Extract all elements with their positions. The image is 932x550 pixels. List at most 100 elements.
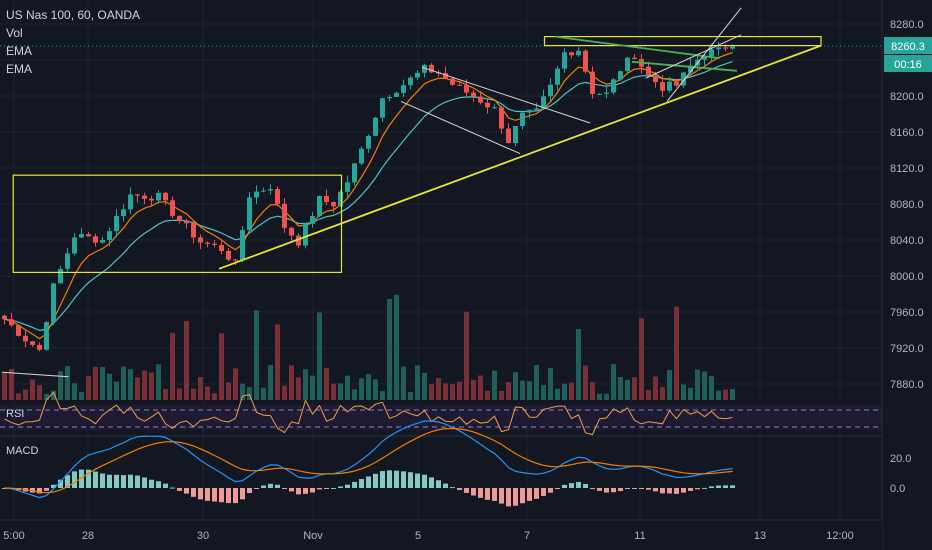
macd-histogram-bar — [212, 488, 217, 502]
candle-body — [51, 283, 56, 323]
macd-histogram-bar — [296, 488, 301, 495]
candle-body — [184, 220, 189, 224]
volume-bar — [226, 382, 231, 400]
macd-histogram-bar — [632, 487, 637, 489]
volume-bar — [373, 379, 378, 400]
price-badge-text: 8260.3 — [891, 41, 925, 53]
candle-body — [345, 182, 350, 192]
volume-bar — [107, 373, 112, 400]
candle-body — [16, 325, 21, 336]
volume-bar — [58, 371, 63, 400]
price-tick-label: 8080.0 — [890, 199, 924, 211]
volume-bar — [653, 376, 658, 400]
volume-bar — [618, 377, 623, 400]
candle-body — [422, 64, 427, 73]
price-tick-label: 8280.0 — [890, 19, 924, 31]
candle-body — [37, 344, 42, 350]
ema-legend-2[interactable]: EMA — [6, 62, 32, 76]
symbol-label[interactable]: US Nas 100, 60, OANDA — [6, 8, 140, 22]
macd-histogram-bar — [471, 488, 476, 496]
vol-legend[interactable]: Vol — [6, 26, 23, 40]
volume-bar — [121, 366, 126, 400]
macd-histogram-bar — [275, 484, 280, 488]
price-axis[interactable] — [882, 0, 932, 550]
time-tick-label: 5 — [415, 530, 421, 542]
volume-bar — [170, 332, 175, 400]
volume-bar — [128, 369, 133, 400]
macd-histogram-bar — [338, 486, 343, 488]
candle-body — [142, 195, 147, 199]
macd-histogram-bar — [177, 488, 182, 491]
candle-body — [534, 108, 539, 110]
macd-histogram-bar — [499, 488, 504, 504]
time-tick-label: Nov — [303, 530, 323, 542]
candle-body — [366, 135, 371, 149]
macd-histogram-bar — [730, 485, 735, 488]
volume-bar — [478, 375, 483, 400]
macd-histogram-bar — [520, 488, 525, 504]
macd-histogram-bar — [604, 488, 609, 493]
candle-body — [198, 237, 203, 243]
rsi-legend[interactable]: RSI — [6, 408, 24, 420]
candle-body — [632, 57, 637, 60]
candle-body — [569, 52, 574, 56]
candle-body — [275, 189, 280, 204]
candle-body — [450, 78, 455, 85]
overlay-trendline — [218, 44, 822, 270]
macd-histogram-bar — [44, 488, 49, 491]
candle-body — [499, 107, 504, 129]
macd-histogram-bar — [366, 476, 371, 488]
candle-body — [212, 243, 217, 246]
candle-body — [219, 245, 224, 251]
macd-histogram-bar — [156, 481, 161, 488]
macd-histogram-bar — [86, 469, 91, 488]
volume-bar — [674, 306, 679, 400]
macd-histogram-bar — [205, 488, 210, 501]
macd-histogram-bar — [331, 487, 336, 489]
candle-body — [716, 47, 721, 50]
macd-histogram-bar — [506, 488, 511, 507]
candle-body — [282, 203, 287, 228]
volume-bar — [338, 383, 343, 400]
price-tick-label: 7960.0 — [890, 307, 924, 319]
macd-histogram-bar — [51, 484, 56, 488]
price-badge: 8260.3 — [884, 37, 932, 54]
candle-body — [590, 71, 595, 95]
time-tick-label: 13 — [754, 530, 766, 542]
macd-histogram-bar — [121, 475, 126, 488]
volume-bar — [184, 320, 189, 400]
macd-histogram-bar — [674, 488, 679, 494]
volume-bar — [135, 377, 140, 400]
candle-body — [387, 96, 392, 99]
candle-body — [254, 191, 259, 198]
candle-body — [429, 64, 434, 73]
volume-bar — [16, 393, 21, 400]
macd-histogram-bar — [443, 483, 448, 488]
volume-bar — [394, 294, 399, 400]
volume-bar — [254, 310, 259, 400]
volume-bar — [324, 368, 329, 400]
candlesticks — [2, 41, 735, 352]
ema-legend-1[interactable]: EMA — [6, 44, 32, 58]
volume-bar — [156, 364, 161, 400]
macd-histogram-bar — [170, 487, 175, 489]
legend: US Nas 100, 60, OANDA Vol EMA EMA RSI MA… — [6, 8, 140, 457]
macd-legend[interactable]: MACD — [6, 445, 38, 457]
macd-histogram-bar — [324, 488, 329, 489]
candle-body — [317, 196, 322, 216]
volume-bar — [387, 298, 392, 400]
candle-body — [408, 77, 413, 86]
candle-body — [268, 189, 273, 191]
volume-bars — [2, 294, 735, 400]
candle-body — [415, 72, 420, 78]
volume-bar — [163, 388, 168, 400]
drawing-overlays[interactable] — [1, 7, 822, 378]
time-axis[interactable] — [0, 520, 882, 550]
volume-bar — [485, 390, 490, 400]
candle-body — [527, 109, 532, 113]
volume-bar — [149, 372, 154, 400]
volume-bar — [450, 384, 455, 400]
candle-body — [394, 92, 399, 97]
macd-histogram-bar — [639, 488, 644, 489]
